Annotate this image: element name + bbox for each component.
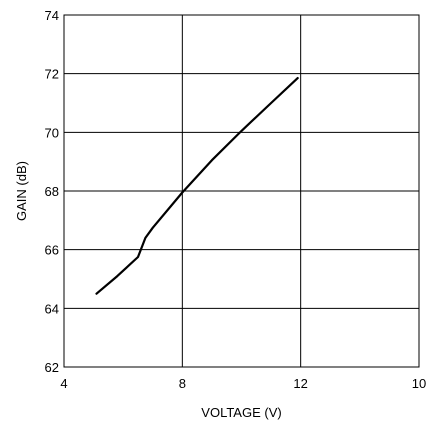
x-tick-label: 4 (60, 376, 67, 391)
y-tick-label: 64 (45, 301, 59, 316)
y-tick-label: 74 (45, 8, 59, 23)
x-tick-label: 10 (412, 376, 426, 391)
x-tick-label: 8 (179, 376, 186, 391)
y-tick-labels: 62 64 66 68 70 72 74 (45, 8, 59, 375)
series-group (95, 76, 299, 295)
y-axis-label: GAIN (dB) (14, 161, 29, 221)
x-axis-label: VOLTAGE (V) (201, 405, 281, 420)
y-tick-label: 62 (45, 360, 59, 375)
y-tick-label: 66 (45, 243, 59, 258)
x-tick-label: 12 (293, 376, 307, 391)
plot-frame (63, 14, 420, 368)
x-tick-labels: 4 8 12 10 (60, 376, 426, 391)
series-line (95, 76, 299, 295)
y-tick-label: 72 (45, 67, 59, 82)
y-tick-label: 68 (45, 184, 59, 199)
y-tick-label: 70 (45, 125, 59, 140)
